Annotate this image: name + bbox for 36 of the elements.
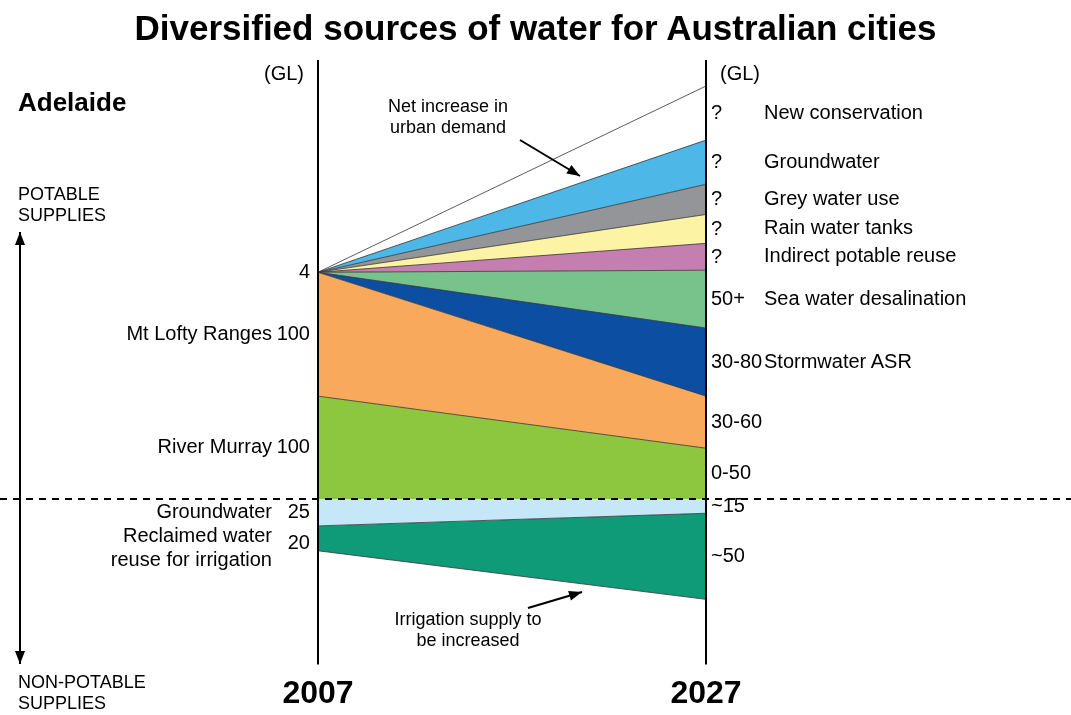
annotation: ? [711, 187, 723, 210]
text: Irrigation supply to be increased [394, 608, 542, 650]
annotation: 4 [298, 259, 310, 282]
annotation: 100 [276, 435, 310, 458]
annotation: 25 [287, 499, 310, 522]
text: Groundwater [156, 499, 273, 522]
annotation: ? [711, 100, 723, 123]
text: New conservation [764, 100, 923, 123]
annotation: Net increase in urban demand [387, 95, 509, 137]
annotation: ? [711, 149, 723, 172]
annotation: 100 [276, 321, 310, 344]
text: Reclaimed water reuse for irrigation [110, 523, 273, 570]
annotation: 20 [287, 530, 310, 553]
text: Grey water use [764, 186, 900, 209]
annotation: 0-50 [711, 461, 752, 484]
text: Indirect potable reuse [764, 244, 957, 267]
text: POTABLE SUPPLIES [18, 183, 107, 225]
text: NON-POTABLE SUPPLIES [18, 671, 146, 713]
x-tick-label: 2027 [670, 673, 742, 710]
chart-subtitle: Adelaide [18, 87, 127, 118]
annotation: ~50 [711, 543, 745, 566]
text: River Murray [157, 435, 272, 458]
annotation: ? [711, 244, 723, 267]
annotation: ? [711, 216, 723, 239]
annotation: 50+ [711, 286, 745, 309]
annotation: 30-80 [711, 349, 763, 372]
text: Rain water tanks [764, 216, 913, 239]
y2-axis-title: (GL) [720, 61, 760, 84]
y-axis-title: (GL) [264, 61, 304, 84]
text: Mt Lofty Ranges [126, 321, 272, 344]
chart-title: Diversified sources of water for Australian cities [134, 7, 937, 47]
text: Sea water desalination [764, 286, 967, 309]
text: Groundwater [764, 149, 880, 172]
annotation: 30-60 [711, 409, 763, 432]
text: Stormwater ASR [764, 349, 912, 372]
x-tick-label: 2007 [282, 673, 354, 710]
